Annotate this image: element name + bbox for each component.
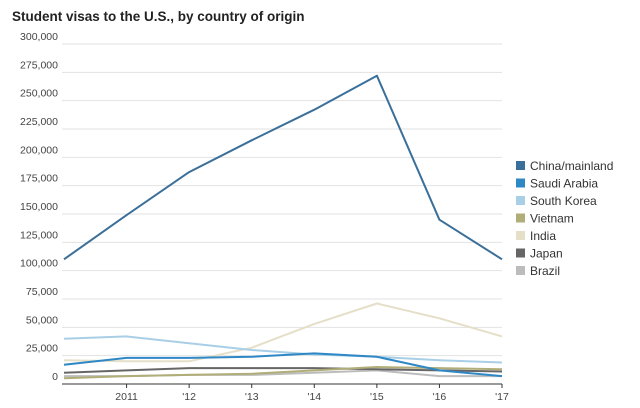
series-line-china-mainland (63, 74, 503, 261)
y-tick-label: 125,000 (20, 229, 58, 241)
gridlines (62, 43, 502, 357)
legend-swatch (516, 266, 525, 275)
y-tick-label: 50,000 (26, 314, 58, 326)
legend: China/mainland Saudi Arabia South Korea Vie… (516, 159, 613, 278)
legend-swatch (516, 178, 525, 188)
y-tick-label: 75,000 (26, 286, 58, 298)
x-tick-label: '15 (370, 391, 384, 403)
legend-label: Vietnam (530, 212, 574, 226)
x-tick-label: '17 (495, 391, 509, 403)
legend-label: India (530, 229, 556, 243)
y-tick-label: 0 (52, 371, 58, 383)
y-tick-label: 100,000 (20, 258, 58, 270)
x-tick-label: 2011 (115, 391, 138, 403)
y-axis-tick-labels: 0 25,000 50,000 75,000 100,000 125,000 150,000… (20, 31, 58, 383)
x-tick-label: '14 (307, 391, 321, 403)
y-tick-label: 175,000 (20, 173, 58, 185)
y-tick-label: 200,000 (20, 144, 58, 156)
legend-swatch (516, 231, 525, 240)
chart-title: Student visas to the U.S., by country of… (12, 9, 305, 24)
y-tick-label: 275,000 (20, 59, 58, 71)
y-tick-label: 25,000 (26, 343, 58, 355)
series-line-japan (63, 367, 503, 374)
y-tick-label: 225,000 (20, 116, 58, 128)
legend-swatch (516, 213, 525, 223)
legend-swatch (516, 161, 525, 170)
legend-label: Saudi Arabia (530, 177, 598, 191)
series-line-saudi-arabia (63, 352, 503, 378)
y-tick-label: 300,000 (20, 31, 58, 43)
x-axis: 2011 '12 '13 '14 '15 '16 '17 (62, 383, 509, 403)
legend-label: Japan (530, 247, 563, 261)
x-tick-label: '16 (433, 391, 447, 403)
y-tick-label: 150,000 (20, 201, 58, 213)
series-lines (63, 74, 503, 380)
legend-label: South Korea (530, 194, 597, 208)
legend-swatch (516, 196, 525, 205)
x-tick-label: '12 (182, 391, 196, 403)
series-line-india (63, 302, 503, 363)
legend-label: China/mainland (530, 159, 613, 173)
legend-swatch (516, 248, 525, 258)
y-tick-label: 250,000 (20, 88, 58, 100)
x-tick-label: '13 (245, 391, 259, 403)
legend-label: Brazil (530, 264, 560, 278)
series-line-south-korea (63, 335, 503, 364)
